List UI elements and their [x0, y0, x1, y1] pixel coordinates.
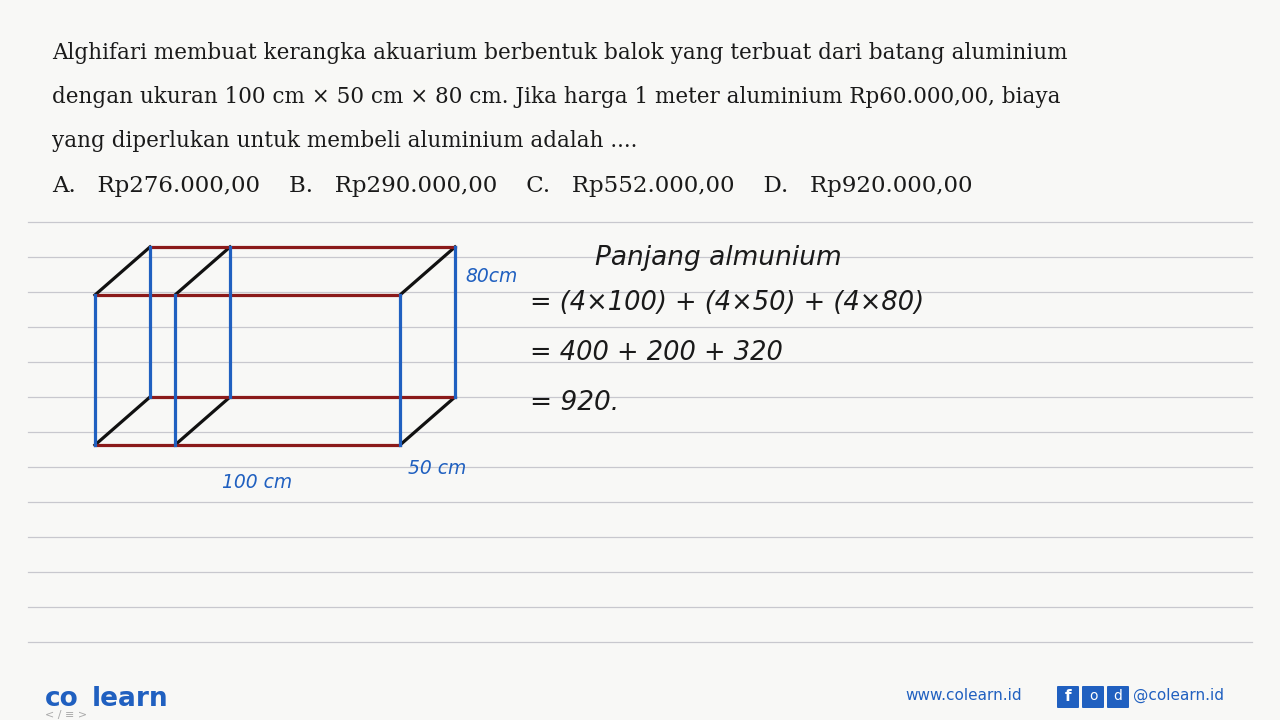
Text: = (4×100) + (4×50) + (4×80): = (4×100) + (4×50) + (4×80) — [530, 290, 924, 316]
Text: = 920.: = 920. — [530, 390, 620, 416]
FancyBboxPatch shape — [1107, 686, 1129, 708]
Text: @colearn.id: @colearn.id — [1133, 688, 1224, 703]
Text: o: o — [1089, 689, 1097, 703]
Text: f: f — [1065, 689, 1071, 704]
Text: A.   Rp276.000,00    B.   Rp290.000,00    C.   Rp552.000,00    D.   Rp920.000,00: A. Rp276.000,00 B. Rp290.000,00 C. Rp552… — [52, 175, 973, 197]
Text: 80cm: 80cm — [465, 266, 517, 286]
Text: Alghifari membuat kerangka akuarium berbentuk balok yang terbuat dari batang alu: Alghifari membuat kerangka akuarium berb… — [52, 42, 1068, 64]
FancyBboxPatch shape — [1082, 686, 1103, 708]
Text: 100 cm: 100 cm — [223, 473, 293, 492]
Text: co: co — [45, 686, 79, 712]
FancyBboxPatch shape — [1057, 686, 1079, 708]
Text: learn: learn — [92, 686, 169, 712]
Text: d: d — [1114, 689, 1123, 703]
Text: yang diperlukan untuk membeli aluminium adalah ....: yang diperlukan untuk membeli aluminium … — [52, 130, 637, 152]
Text: < / ≡ >: < / ≡ > — [45, 710, 87, 720]
Text: = 400 + 200 + 320: = 400 + 200 + 320 — [530, 340, 783, 366]
Text: Panjang almunium: Panjang almunium — [595, 245, 842, 271]
Text: dengan ukuran 100 cm × 50 cm × 80 cm. Jika harga 1 meter aluminium Rp60.000,00, : dengan ukuran 100 cm × 50 cm × 80 cm. Ji… — [52, 86, 1061, 108]
Text: www.colearn.id: www.colearn.id — [905, 688, 1021, 703]
Text: 50 cm: 50 cm — [408, 459, 466, 478]
